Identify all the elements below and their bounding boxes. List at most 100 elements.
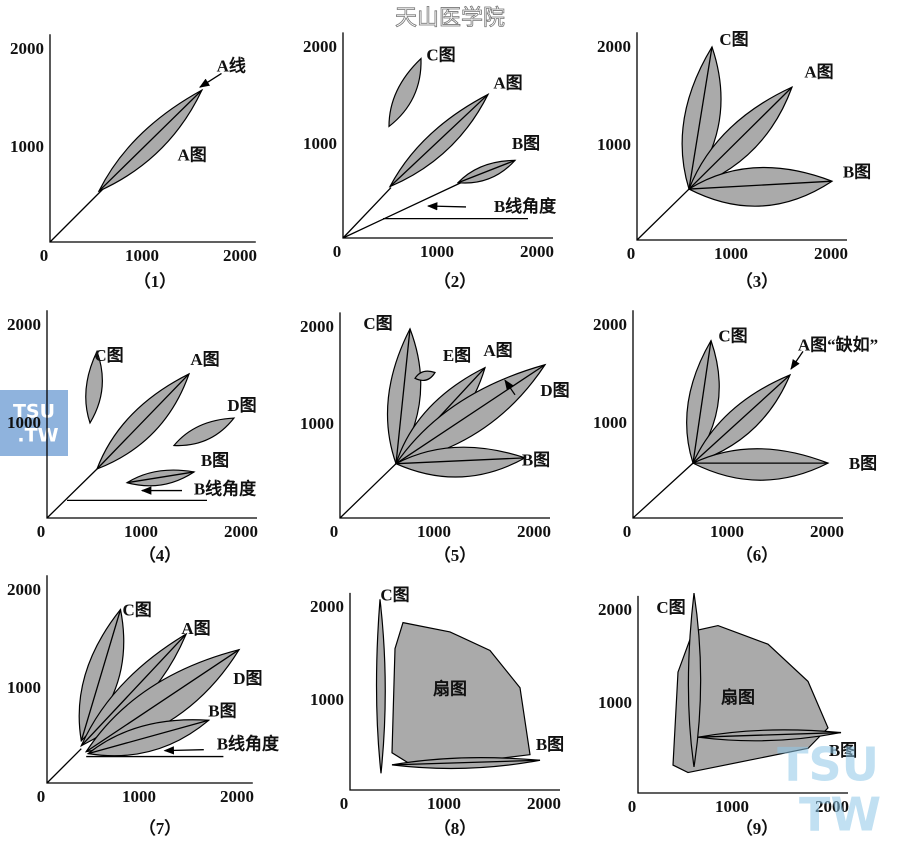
panel: 2000 1000 0 1000 2000 （5） C图 E图 A图 D图 B图 <box>300 312 570 565</box>
origin-label: 0 <box>333 242 342 261</box>
axes <box>637 595 848 794</box>
shape-label: A图“缺如” <box>798 334 878 354</box>
logo-text: TW <box>799 788 881 842</box>
y-tick-label: 1000 <box>10 137 44 156</box>
x-tick-label: 1000 <box>714 244 748 263</box>
shape-label: B线角度 <box>217 734 280 754</box>
shape-label: A线 <box>217 55 246 75</box>
x-tick-label: 1000 <box>710 522 744 541</box>
shape-label: D图 <box>540 381 569 400</box>
arrow <box>199 72 222 88</box>
y-tick-label: 2000 <box>10 39 44 58</box>
axes <box>349 592 560 791</box>
midrib <box>391 759 541 766</box>
panel: 2000 1000 0 1000 2000 （2） C图 A图 B图 B线角度 <box>303 32 557 291</box>
shape-label: B线角度 <box>194 478 257 498</box>
shape-label: B图 <box>829 741 857 760</box>
x-tick-label: 1000 <box>427 794 461 813</box>
origin-label: 0 <box>627 244 636 263</box>
y-tick-label: 2000 <box>7 580 41 599</box>
midrib <box>688 46 713 190</box>
x-tick-label: 1000 <box>122 787 156 806</box>
angle-line <box>636 188 690 241</box>
y-tick-label: 2000 <box>7 315 41 334</box>
y-tick-label: 2000 <box>303 37 337 56</box>
y-tick-label: 1000 <box>7 413 41 432</box>
x-tick-label: 2000 <box>223 246 257 265</box>
panel: 2000 1000 0 1000 2000 （4） C图 A图 D图 B图 B线角度 <box>7 310 258 565</box>
y-tick-label: 2000 <box>300 317 334 336</box>
y-tick-label: 2000 <box>597 37 631 56</box>
y-tick-label: 1000 <box>597 135 631 154</box>
shape-label: B图 <box>849 454 877 473</box>
y-tick-label: 1000 <box>303 134 337 153</box>
shape-label: B图 <box>843 162 871 181</box>
shape-label: B图 <box>536 735 564 754</box>
origin-label: 0 <box>40 246 49 265</box>
panel-caption: （4） <box>139 545 182 565</box>
shape-label: C图 <box>123 600 152 619</box>
panel: 2000 1000 0 1000 2000 （1） A线 A图 <box>10 34 257 291</box>
midrib <box>87 719 209 755</box>
shape-label: A图 <box>493 74 522 93</box>
midrib <box>98 89 203 192</box>
shape-label: C图 <box>94 346 123 365</box>
arrow <box>163 746 204 755</box>
y-tick-label: 1000 <box>593 413 627 432</box>
panel-caption: （3） <box>736 271 779 291</box>
origin-label: 0 <box>37 787 46 806</box>
shape-label: E图 <box>443 346 471 365</box>
leaf-shape <box>414 370 436 382</box>
shape-label: C图 <box>719 30 748 49</box>
midrib <box>395 457 526 465</box>
shape-label: B图 <box>522 451 550 470</box>
y-tick-label: 1000 <box>310 690 344 709</box>
watermark: 天山医学院 <box>395 5 505 30</box>
x-tick-label: 2000 <box>220 787 254 806</box>
leaf-shape <box>687 592 702 768</box>
logo-right: TSU TW <box>777 738 881 842</box>
y-tick-label: 2000 <box>310 597 344 616</box>
midrib <box>697 731 842 738</box>
panel-caption: （5） <box>434 545 477 565</box>
panel: 2000 1000 0 1000 2000 （6） C图 A图“缺如” B图 <box>593 310 878 565</box>
shape-label: B图 <box>208 701 236 720</box>
origin-label: 0 <box>330 522 339 541</box>
midrib <box>85 649 240 753</box>
shape-label: A图 <box>804 62 833 81</box>
midrib <box>692 374 791 464</box>
midrib <box>96 373 190 470</box>
logo-text: .TW <box>17 425 58 447</box>
shape-label: B图 <box>512 134 540 153</box>
arrow <box>504 379 516 396</box>
midrib <box>688 86 793 190</box>
midrib <box>457 159 516 184</box>
leaf-shape <box>375 599 386 774</box>
shape-label: B图 <box>201 451 229 470</box>
shape-label: B线角度 <box>494 196 557 216</box>
x-tick-label: 1000 <box>417 522 451 541</box>
shape-label: A图 <box>483 341 512 360</box>
panel-caption: （9） <box>736 818 779 838</box>
origin-label: 0 <box>340 794 349 813</box>
logo-text: TSU <box>13 401 55 423</box>
midrib <box>126 471 195 484</box>
shape-label: C图 <box>426 46 455 65</box>
angle-line <box>342 181 464 239</box>
shape-label: C图 <box>363 314 392 333</box>
panel: 2000 1000 0 1000 2000 （3） C图 A图 B图 <box>597 30 871 291</box>
x-tick-label: 1000 <box>715 797 749 816</box>
logo-text: TSU <box>777 738 879 792</box>
x-tick-label: 2000 <box>814 244 848 263</box>
angle-line <box>46 748 82 784</box>
angle-line <box>632 462 694 519</box>
panel-caption: （1） <box>134 271 177 291</box>
shape-label: A图 <box>190 350 219 369</box>
y-tick-label: 2000 <box>593 315 627 334</box>
y-tick-label: 1000 <box>598 693 632 712</box>
panel-caption: （8） <box>434 818 477 838</box>
panel-caption: （7） <box>139 818 182 838</box>
